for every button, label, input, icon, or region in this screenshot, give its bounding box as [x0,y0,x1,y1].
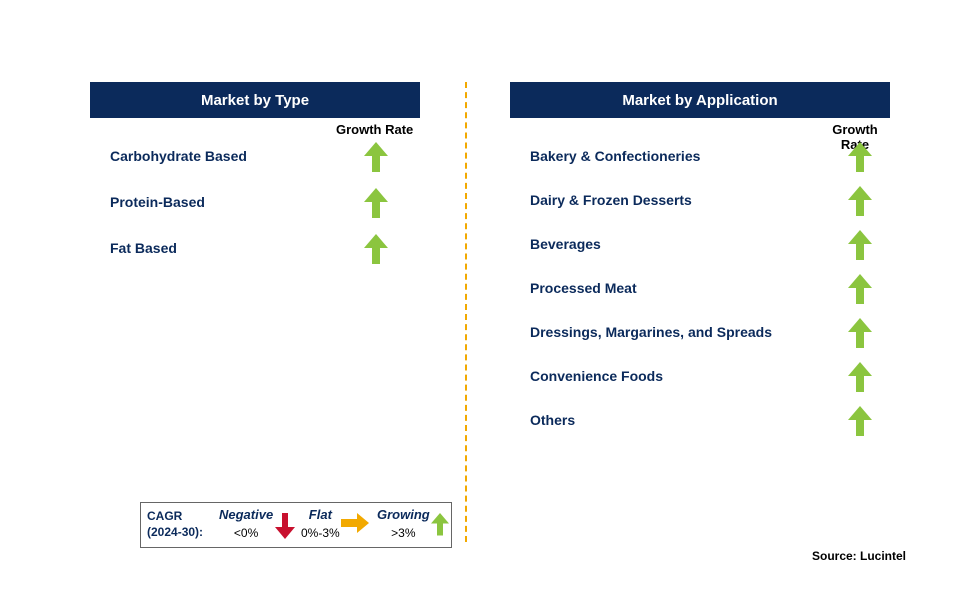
item-label: Fat Based [110,240,177,256]
arrow-up-icon [848,230,872,262]
arrow-up-icon [364,188,388,220]
legend-icon-slot [341,513,371,533]
item-label: Others [530,412,575,428]
legend-range: 0%-3% [301,526,340,540]
list-item: Carbohydrate Based [90,142,420,174]
arrow-up-icon [848,362,872,394]
item-growth-icon [848,274,872,306]
arrow-up-icon [364,234,388,266]
arrow-up-icon [848,274,872,306]
panel-header-left: Market by Type [90,82,420,118]
item-growth-icon [364,188,388,220]
list-item: Beverages [510,230,890,262]
item-label: Bakery & Confectioneries [530,148,700,164]
item-label: Dairy & Frozen Desserts [530,192,692,208]
arrow-up-icon [848,186,872,218]
item-growth-icon [848,142,872,174]
legend-icon-slot [275,513,295,541]
cagr-line1: CAGR [147,509,182,523]
item-growth-icon [364,234,388,266]
list-item: Processed Meat [510,274,890,306]
legend-term: Growing [377,507,430,522]
list-item: Fat Based [90,234,420,266]
item-label: Convenience Foods [530,368,663,384]
item-label: Protein-Based [110,194,205,210]
legend-range: >3% [377,526,430,540]
item-label: Dressings, Margarines, and Spreads [530,324,772,340]
source-attribution: Source: Lucintel [812,549,906,563]
legend-box: CAGR (2024-30): Negative <0% Flat 0%-3% Grow… [140,502,452,548]
arrow-up-icon [848,406,872,438]
legend-entry: Negative <0% [219,507,273,540]
item-label: Carbohydrate Based [110,148,247,164]
legend-term: Flat [301,507,340,522]
infographic-canvas: Market by Type Growth Rate Carbohydrate … [0,0,972,609]
list-item: Protein-Based [90,188,420,220]
list-item: Dairy & Frozen Desserts [510,186,890,218]
item-growth-icon [848,186,872,218]
list-item: Bakery & Confectioneries [510,142,890,174]
item-growth-icon [848,406,872,438]
item-growth-icon [848,318,872,350]
vertical-divider [465,82,467,542]
cagr-label: CAGR (2024-30): [147,508,203,540]
list-item: Dressings, Margarines, and Spreads [510,318,890,350]
panel-market-by-application: Market by Application Growth Rate Bakery… [510,82,890,118]
legend-term: Negative [219,507,273,522]
growth-rate-label-left: Growth Rate [336,122,413,137]
panel-header-right: Market by Application [510,82,890,118]
legend-range: <0% [219,526,273,540]
arrow-up-icon [848,142,872,174]
item-growth-icon [848,230,872,262]
arrow-down-icon [275,513,295,541]
item-growth-icon [848,362,872,394]
arrow-up-icon [848,318,872,350]
list-item: Others [510,406,890,438]
item-label: Beverages [530,236,601,252]
arrow-up-icon [431,513,449,537]
cagr-line2: (2024-30): [147,525,203,539]
arrow-up-icon [364,142,388,174]
item-growth-icon [364,142,388,174]
list-item: Convenience Foods [510,362,890,394]
panel-market-by-type: Market by Type Growth Rate Carbohydrate … [90,82,420,118]
item-label: Processed Meat [530,280,637,296]
arrow-right-icon [341,513,371,533]
legend-entry: Growing >3% [377,507,430,540]
legend-entry: Flat 0%-3% [301,507,340,540]
legend-icon-slot [431,513,455,545]
